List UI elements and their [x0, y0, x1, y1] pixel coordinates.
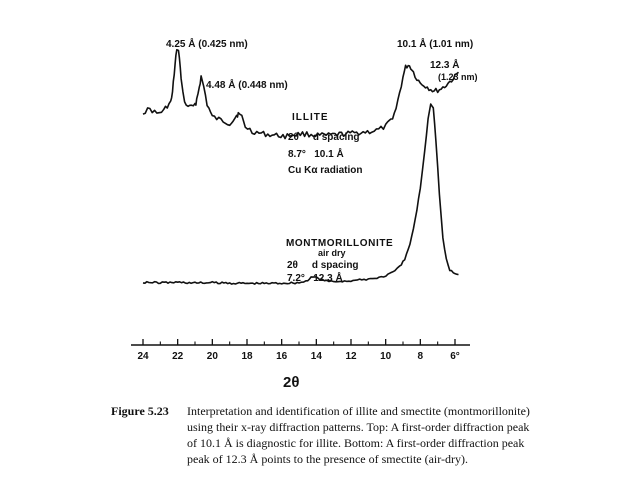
x-tick-label: 8: [418, 351, 424, 362]
illite-radiation: Cu Kα radiation: [288, 165, 362, 176]
montmorillonite-trace: [142, 103, 459, 285]
x-axis-ticks: 24 22 20 18 16 14 12 10 8 6°: [137, 339, 460, 362]
figure-caption-line-4: peak of 12.3 Å points to the presence of…: [187, 452, 468, 466]
x-tick-label: 24: [137, 351, 149, 362]
peak-label-4-25: 4.25 Å (0.425 nm): [166, 37, 248, 50]
mont-info-row: 7.2° 12.3 Å: [287, 271, 343, 284]
peak-label-1-23nm: (1.23 nm): [438, 72, 478, 82]
illite-info-header: 2θ d spacing: [288, 132, 360, 143]
x-tick-label: 18: [241, 351, 253, 362]
figure-caption-line-3: of 10.1 Å is diagnostic for illite. Bott…: [187, 436, 524, 450]
illite-info-row: 8.7° 10.1 Å: [288, 147, 344, 160]
figure-caption-label: Figure 5.23: [111, 404, 169, 418]
x-tick-label: 12: [345, 351, 357, 362]
x-tick-label: 14: [311, 351, 323, 362]
x-tick-label: 10: [380, 351, 392, 362]
mont-subtitle: air dry: [318, 248, 346, 258]
x-axis-label: 2θ: [283, 374, 299, 391]
peak-label-4-48: 4.48 Å (0.448 nm): [206, 78, 288, 91]
x-tick-label: 6°: [450, 351, 460, 362]
figure-caption-line-1: Interpretation and identification of ill…: [187, 404, 530, 418]
x-tick-label: 16: [276, 351, 288, 362]
mont-info-header: 2θ d spacing: [287, 260, 359, 271]
illite-series-name: ILLITE: [292, 112, 329, 123]
peak-label-12-3: 12.3 Å: [430, 58, 459, 71]
mont-series-name: MONTMORILLONITE: [286, 238, 393, 249]
peak-label-10-1: 10.1 Å (1.01 nm): [397, 37, 473, 50]
figure-caption-line-2: using their x-ray diffraction patterns. …: [187, 420, 529, 434]
illite-trace: [142, 49, 460, 140]
x-tick-label: 22: [172, 351, 184, 362]
x-tick-label: 20: [207, 351, 219, 362]
